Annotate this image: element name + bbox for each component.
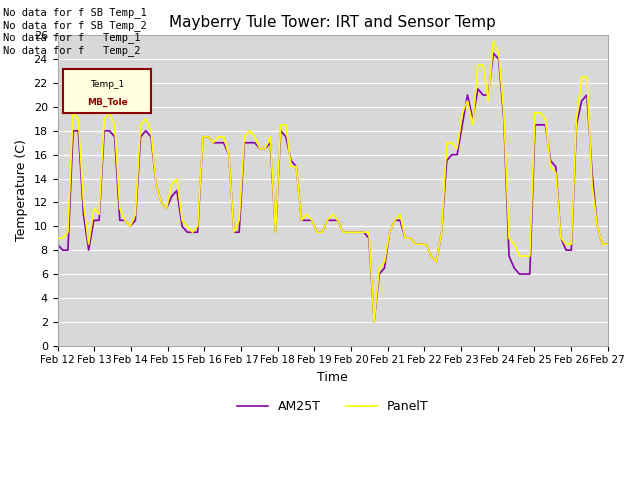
AM25T bbox=[505, 253, 513, 259]
Text: No data for f SB Temp_1
No data for f SB Temp_2
No data for f   Temp_1
No data f: No data for f SB Temp_1 No data for f SB… bbox=[3, 7, 147, 56]
AM25T bbox=[54, 241, 61, 247]
AM25T bbox=[371, 319, 378, 324]
Line: PanelT: PanelT bbox=[58, 41, 607, 322]
PanelT bbox=[54, 235, 61, 241]
X-axis label: Time: Time bbox=[317, 371, 348, 384]
AM25T bbox=[604, 241, 611, 247]
AM25T bbox=[578, 98, 586, 104]
AM25T bbox=[552, 164, 559, 169]
AM25T bbox=[490, 50, 497, 56]
PanelT bbox=[552, 170, 559, 176]
Line: AM25T: AM25T bbox=[58, 53, 607, 322]
PanelT bbox=[578, 74, 586, 80]
AM25T bbox=[220, 140, 227, 145]
PanelT bbox=[505, 235, 513, 241]
PanelT bbox=[371, 319, 378, 324]
PanelT bbox=[604, 241, 611, 247]
Title: Mayberry Tule Tower: IRT and Sensor Temp: Mayberry Tule Tower: IRT and Sensor Temp bbox=[169, 15, 496, 30]
Legend: AM25T, PanelT: AM25T, PanelT bbox=[232, 396, 433, 418]
AM25T bbox=[448, 152, 456, 157]
PanelT bbox=[448, 140, 456, 145]
AM25T bbox=[474, 86, 482, 92]
PanelT bbox=[474, 62, 482, 68]
PanelT bbox=[490, 38, 497, 44]
Y-axis label: Temperature (C): Temperature (C) bbox=[15, 140, 28, 241]
PanelT bbox=[220, 134, 227, 140]
